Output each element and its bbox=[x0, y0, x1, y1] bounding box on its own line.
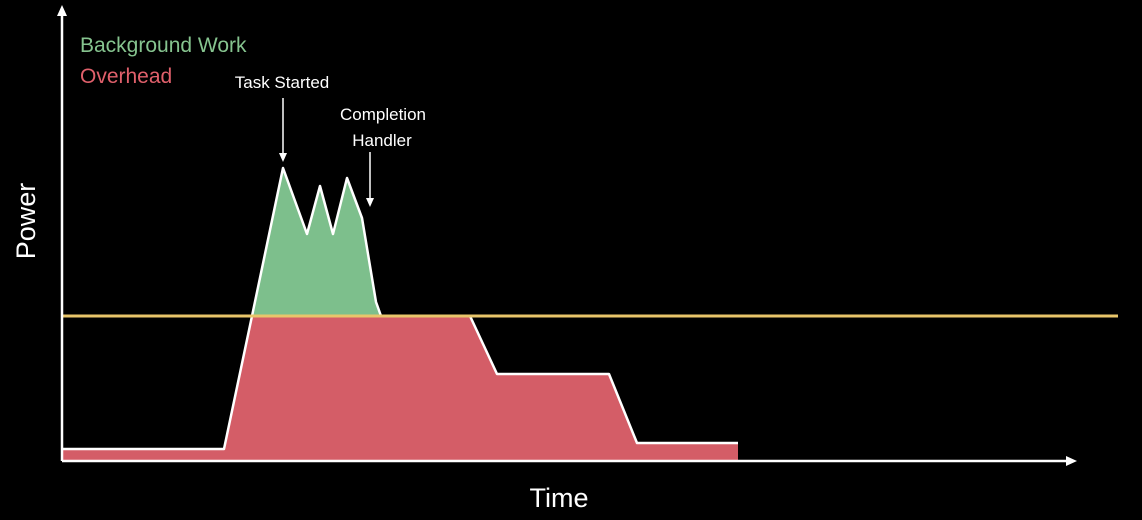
x-axis-arrow-icon bbox=[1066, 456, 1077, 466]
task-started-arrow-head-icon bbox=[279, 153, 287, 162]
y-axis-label: Power bbox=[11, 183, 41, 260]
task-started-label: Task Started bbox=[235, 73, 330, 92]
completion-handler-arrow-head-icon bbox=[366, 198, 374, 207]
y-axis-arrow-icon bbox=[57, 5, 67, 16]
x-axis-label: Time bbox=[530, 483, 589, 513]
legend-background-work: Background Work bbox=[80, 34, 247, 57]
completion-handler-label-line1: Completion bbox=[340, 105, 426, 124]
power-curve-outline bbox=[62, 166, 738, 451]
completion-handler-label-line2: Handler bbox=[352, 131, 412, 150]
overhead-area bbox=[62, 316, 738, 461]
background-work-area bbox=[252, 168, 381, 316]
legend-overhead: Overhead bbox=[80, 65, 172, 88]
